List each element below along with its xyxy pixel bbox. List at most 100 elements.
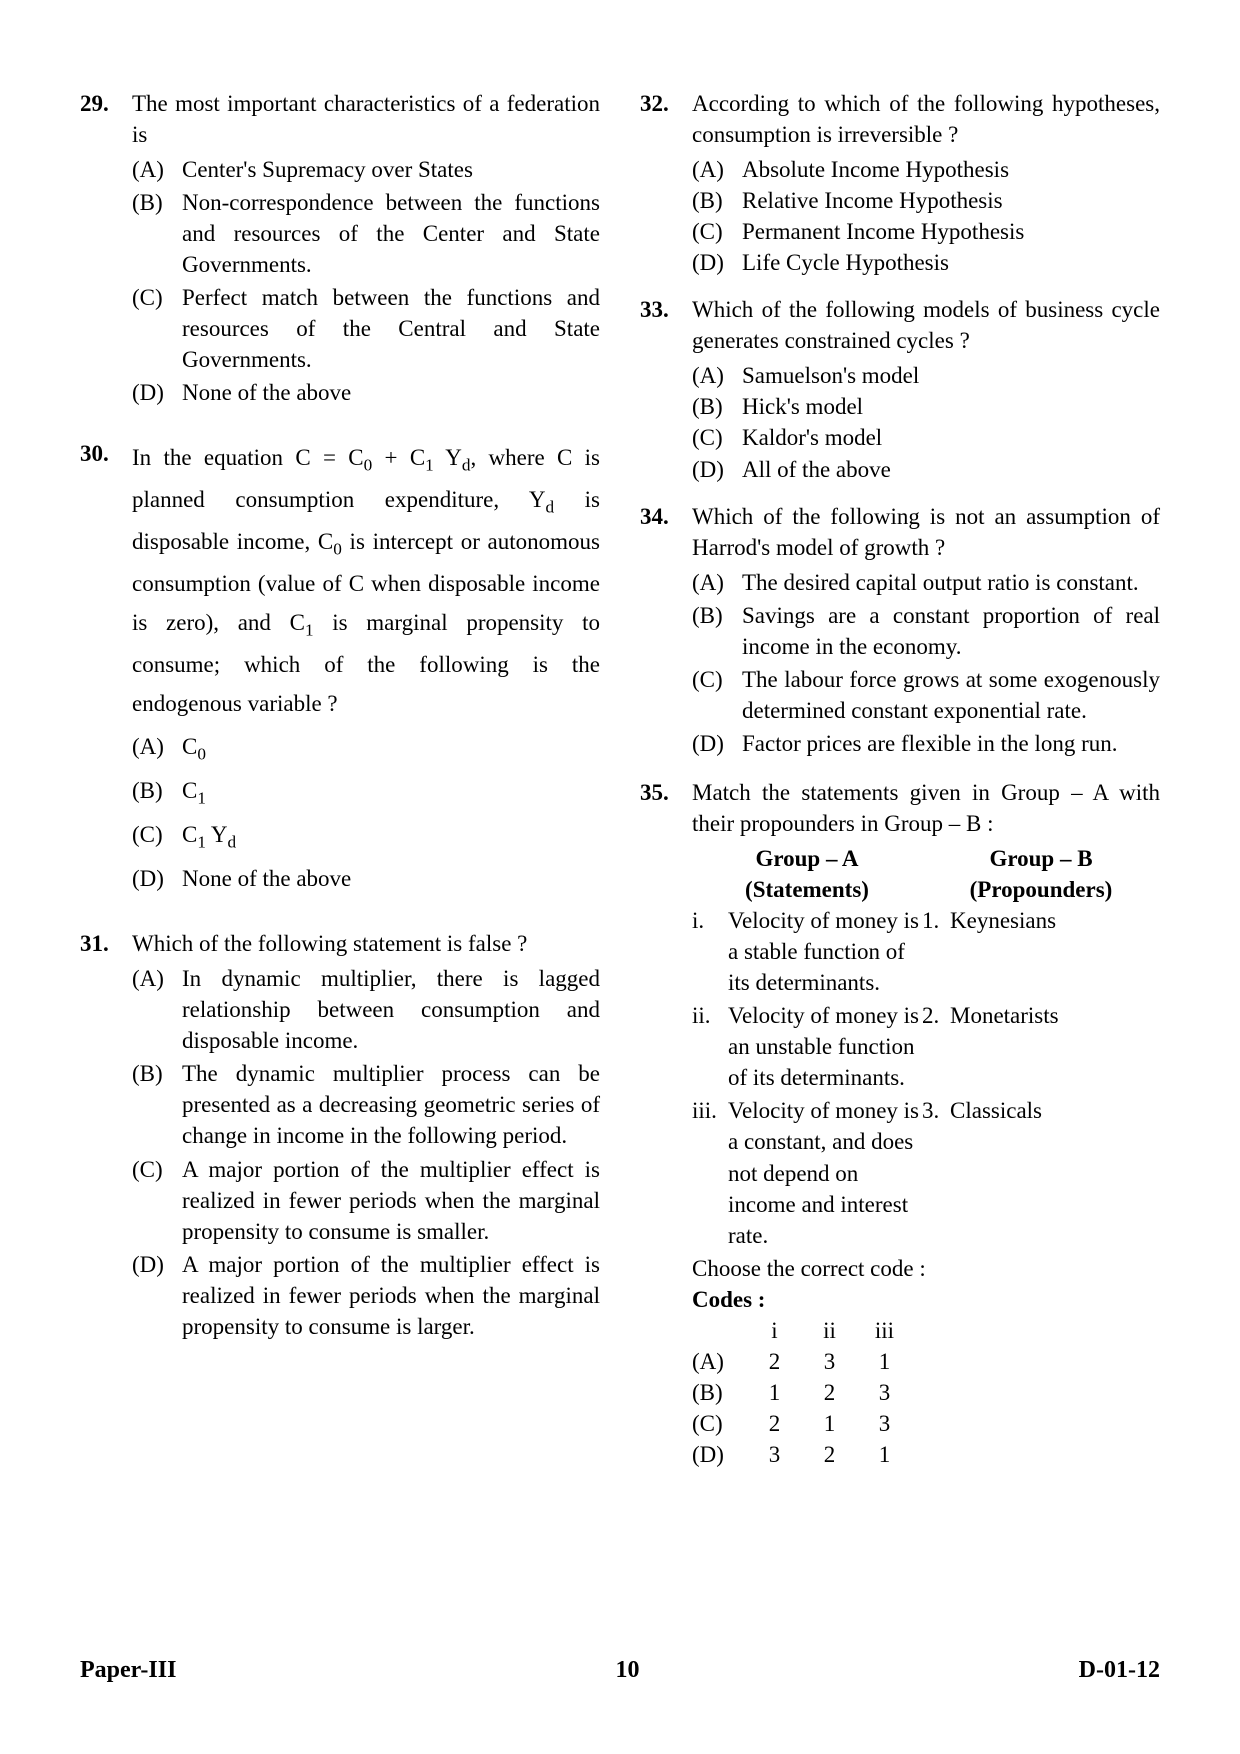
footer-left: Paper-III (80, 1657, 176, 1684)
code-label: (C) (692, 1408, 747, 1439)
question-body: According to which of the following hypo… (692, 88, 1160, 278)
option-text: The dynamic multiplier process can be pr… (182, 1058, 600, 1151)
code-val: 2 (747, 1408, 802, 1439)
code-row-b: (B) 1 2 3 (692, 1377, 1160, 1408)
question-body: The most important characteristics of a … (132, 88, 600, 410)
subscript: d (227, 833, 236, 852)
question-number: 29. (80, 88, 132, 410)
question-34: 34. Which of the following is not an ass… (640, 501, 1160, 761)
col-iii: iii (857, 1315, 912, 1346)
row-num: iii. (692, 1095, 728, 1250)
blank (692, 1315, 747, 1346)
option-b: (B)Non-correspondence between the functi… (132, 187, 600, 280)
question-32: 32. According to which of the following … (640, 88, 1160, 278)
options: (A)Absolute Income Hypothesis (B)Relativ… (692, 154, 1160, 278)
question-stem: The most important characteristics of a … (132, 88, 600, 150)
option-label: (D) (692, 454, 742, 485)
option-text: Perfect match between the functions and … (182, 282, 600, 375)
row-propounder: Keynesians (950, 905, 1160, 998)
subscript: 1 (305, 621, 314, 640)
group-b-subtitle: (Propounders) (922, 874, 1160, 905)
option-a: (A)Center's Supremacy over States (132, 154, 600, 185)
option-d: (D)All of the above (692, 454, 1160, 485)
option-b: (B)Savings are a constant proportion of … (692, 600, 1160, 662)
row-num: ii. (692, 1000, 728, 1093)
option-text: None of the above (182, 859, 600, 898)
option-label: (B) (692, 185, 742, 216)
option-c: (C)A major portion of the multiplier eff… (132, 1154, 600, 1247)
option-text: C1 (182, 771, 600, 813)
stem-text: + C (372, 445, 425, 470)
options: (A)In dynamic multiplier, there is lagge… (132, 963, 600, 1342)
option-label: (D) (692, 247, 742, 278)
option-label: (B) (132, 187, 182, 280)
code-val: 1 (857, 1346, 912, 1377)
question-body: In the equation C = C0 + C1 Yd, where C … (132, 438, 600, 900)
choose-label: Choose the correct code : (692, 1253, 1160, 1284)
option-label: (D) (132, 859, 182, 898)
col-ii: ii (802, 1315, 857, 1346)
question-number: 33. (640, 294, 692, 484)
option-a: (A)Samuelson's model (692, 360, 1160, 391)
option-text: C1 Yd (182, 815, 600, 857)
code-val: 3 (857, 1377, 912, 1408)
code-label: (B) (692, 1377, 747, 1408)
option-label: (D) (132, 377, 182, 408)
code-row-c: (C) 2 1 3 (692, 1408, 1160, 1439)
option-d: (D)Life Cycle Hypothesis (692, 247, 1160, 278)
row-propounder: Monetarists (950, 1000, 1160, 1093)
group-subheader: (Statements) (Propounders) (692, 874, 1160, 905)
option-c: (C)Kaldor's model (692, 422, 1160, 453)
code-val: 3 (802, 1346, 857, 1377)
row-propnum: 2. (922, 1000, 950, 1093)
question-33: 33. Which of the following models of bus… (640, 294, 1160, 484)
code-label: (D) (692, 1439, 747, 1470)
subscript: 1 (197, 789, 206, 808)
option-d: (D)None of the above (132, 377, 600, 408)
row-statement: Velocity of money is a stable function o… (728, 905, 922, 998)
option-text: The desired capital output ratio is cons… (742, 567, 1160, 598)
option-label: (A) (132, 154, 182, 185)
option-text: A major portion of the multiplier effect… (182, 1154, 600, 1247)
question-body: Which of the following is not an assumpt… (692, 501, 1160, 761)
question-number: 31. (80, 928, 132, 1344)
footer-center: 10 (616, 1657, 640, 1684)
option-d: (D)None of the above (132, 859, 600, 898)
option-c: (C)Permanent Income Hypothesis (692, 216, 1160, 247)
option-text: Relative Income Hypothesis (742, 185, 1160, 216)
stem-text: Y (434, 445, 462, 470)
option-b: (B)Hick's model (692, 391, 1160, 422)
option-label: (B) (132, 771, 182, 813)
code-val: 1 (857, 1439, 912, 1470)
codes-label: Codes : (692, 1284, 1160, 1315)
question-stem: Which of the following is not an assumpt… (692, 501, 1160, 563)
option-text: Hick's model (742, 391, 1160, 422)
option-text: Savings are a constant proportion of rea… (742, 600, 1160, 662)
left-column: 29. The most important characteristics o… (80, 88, 600, 1658)
option-c: (C)Perfect match between the functions a… (132, 282, 600, 375)
question-30: 30. In the equation C = C0 + C1 Yd, wher… (80, 438, 600, 900)
option-label: (C) (132, 1154, 182, 1247)
group-b-title: Group – B (922, 843, 1160, 874)
option-text: Absolute Income Hypothesis (742, 154, 1160, 185)
col-i: i (747, 1315, 802, 1346)
option-label: (A) (692, 567, 742, 598)
option-label: (C) (692, 216, 742, 247)
option-text: A major portion of the multiplier effect… (182, 1249, 600, 1342)
group-a-title: Group – A (692, 843, 922, 874)
option-label: (B) (132, 1058, 182, 1151)
option-label: (A) (692, 154, 742, 185)
question-number: 35. (640, 777, 692, 1470)
options: (A)Samuelson's model (B)Hick's model (C)… (692, 360, 1160, 484)
option-a: (A)C0 (132, 727, 600, 769)
option-a: (A)In dynamic multiplier, there is lagge… (132, 963, 600, 1056)
code-label: (A) (692, 1346, 747, 1377)
code-val: 1 (802, 1408, 857, 1439)
code-val: 1 (747, 1377, 802, 1408)
row-propnum: 1. (922, 905, 950, 998)
row-statement: Velocity of money is a constant, and doe… (728, 1095, 922, 1250)
code-row-d: (D) 3 2 1 (692, 1439, 1160, 1470)
option-c: (C)The labour force grows at some exogen… (692, 664, 1160, 726)
question-31: 31. Which of the following statement is … (80, 928, 600, 1344)
question-stem: Match the statements given in Group – A … (692, 777, 1160, 839)
